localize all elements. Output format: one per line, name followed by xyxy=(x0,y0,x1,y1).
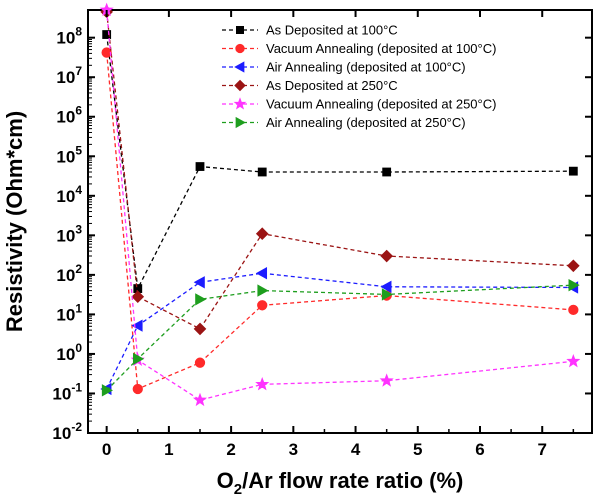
legend-label: As Deposited at 100°C xyxy=(266,23,398,38)
data-point xyxy=(131,319,143,332)
y-axis-title: Resistivity (Ohm*cm) xyxy=(2,111,27,332)
data-point xyxy=(194,357,206,368)
series-line xyxy=(106,9,574,401)
data-point xyxy=(255,267,268,280)
y-tick-label: 100 xyxy=(56,341,82,364)
x-tick-label: 5 xyxy=(413,440,422,459)
data-point xyxy=(257,300,268,311)
y-tick-label: 10-2 xyxy=(52,420,82,443)
data-point xyxy=(381,288,393,301)
data-point xyxy=(379,373,394,387)
data-point xyxy=(382,167,392,177)
series-3 xyxy=(100,267,579,396)
y-tick-label: 104 xyxy=(56,183,82,206)
legend-label: Air Annealing (deposited at 100°C) xyxy=(266,60,466,75)
legend-item: Vacuum Annealing (deposited at 250°C) xyxy=(222,97,496,112)
series-line xyxy=(106,11,574,330)
legend-label: Air Annealing (deposited at 250°C) xyxy=(266,115,466,130)
y-tick-label: 108 xyxy=(56,25,82,48)
x-axis-title-part: O xyxy=(217,468,234,493)
x-axis-title-part: /Ar flow rate ratio (%) xyxy=(242,468,463,493)
data-point xyxy=(102,30,112,39)
x-axis-title: O2/Ar flow rate ratio (%) xyxy=(217,468,464,497)
y-tick-label: 103 xyxy=(56,222,82,245)
data-point xyxy=(255,227,269,241)
series-line xyxy=(106,34,574,291)
legend-label: As Deposited at 250°C xyxy=(266,78,398,93)
series-line xyxy=(106,272,574,390)
legend-label: Vacuum Annealing (deposited at 250°C) xyxy=(266,97,496,112)
x-tick-label: 0 xyxy=(102,440,111,459)
y-tick-label: 102 xyxy=(56,262,82,285)
legend: As Deposited at 100°C Vacuum Annealing (d… xyxy=(222,23,496,130)
x-tick-label: 2 xyxy=(226,440,235,459)
legend-marker xyxy=(234,79,246,92)
x-axis-title-subscript: 2 xyxy=(234,481,242,497)
y-tick-label: 107 xyxy=(56,64,82,87)
series-2 xyxy=(101,47,579,395)
data-point xyxy=(257,284,269,297)
legend-marker xyxy=(234,61,245,73)
legend-item: As Deposited at 250°C xyxy=(222,78,398,93)
plot-frame xyxy=(87,9,593,434)
legend-marker xyxy=(235,43,245,54)
legend-item: Air Annealing (deposited at 100°C) xyxy=(222,60,466,75)
plot-border xyxy=(87,9,593,434)
axes-layer: 0 1 2 3 4 5 6 7 10-2 10-1 100 101 102 103 104 105 106 107… xyxy=(52,10,592,459)
series-line xyxy=(106,284,574,391)
data-point xyxy=(568,166,578,176)
legend-marker xyxy=(235,116,246,129)
legend-item: Air Annealing (deposited at 250°C) xyxy=(222,115,466,130)
y-tick-label: 106 xyxy=(56,104,82,127)
y-tick-label: 101 xyxy=(56,301,82,324)
y-tick-label: 105 xyxy=(56,143,82,166)
x-tick-label: 7 xyxy=(537,440,546,459)
data-point xyxy=(566,353,581,368)
series-5 xyxy=(99,2,581,407)
data-point xyxy=(131,290,145,304)
data-point xyxy=(380,280,392,293)
x-tick-label: 1 xyxy=(164,440,173,459)
data-point xyxy=(132,383,143,395)
series-line xyxy=(106,52,574,390)
data-point xyxy=(195,293,207,306)
data-point xyxy=(193,276,205,289)
data-point xyxy=(568,304,579,316)
data-point xyxy=(192,392,208,407)
y-tick-label: 10-1 xyxy=(52,380,82,403)
x-tick-label: 4 xyxy=(351,440,361,459)
data-point xyxy=(132,352,145,366)
legend-marker xyxy=(235,25,244,34)
data-point xyxy=(101,384,113,397)
series-6 xyxy=(101,278,580,397)
x-tick-label: 3 xyxy=(289,440,298,459)
data-point xyxy=(380,249,393,263)
data-point xyxy=(195,162,205,171)
data-point xyxy=(193,322,207,336)
data-point xyxy=(101,47,112,58)
data-point xyxy=(567,259,580,273)
legend-marker xyxy=(233,97,247,110)
legend-item: As Deposited at 100°C xyxy=(222,23,398,38)
data-point xyxy=(255,376,270,391)
legend-label: Vacuum Annealing (deposited at 100°C) xyxy=(266,41,496,56)
data-point xyxy=(568,278,580,292)
x-tick-label: 6 xyxy=(475,440,484,459)
data-point xyxy=(257,167,267,177)
series-layer xyxy=(99,2,581,407)
legend-item: Vacuum Annealing (deposited at 100°C) xyxy=(222,41,496,56)
